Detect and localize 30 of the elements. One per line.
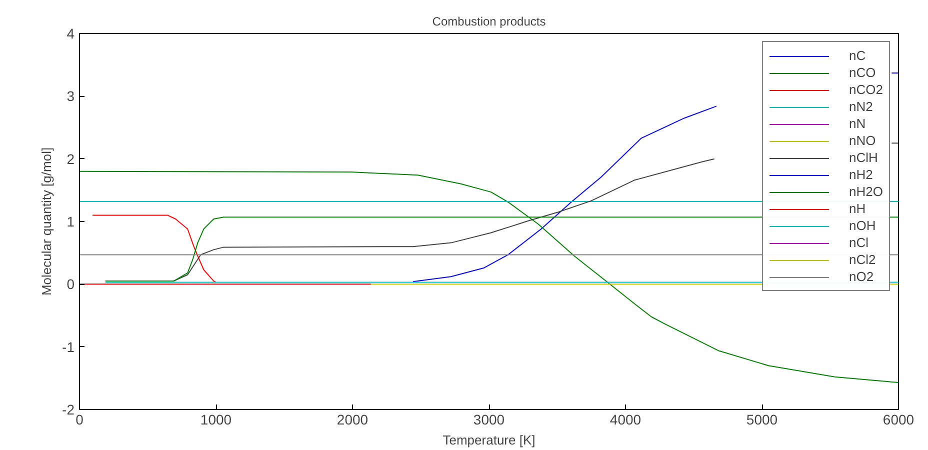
legend-label: nN2 (849, 99, 873, 114)
x-tick-label: 6000 (882, 412, 914, 428)
x-axis-title: Temperature [K] (442, 432, 536, 448)
legend-label: nCO2 (849, 82, 883, 97)
y-tick-label: 0 (66, 276, 75, 292)
legend-label: nClH (849, 150, 878, 165)
y-tick-label: 3 (66, 88, 75, 104)
x-tick-label: 2000 (336, 412, 368, 428)
x-tick-label: 3000 (473, 412, 505, 428)
legend-label: nC (849, 48, 867, 63)
x-tick-label: 5000 (746, 412, 778, 428)
legend-label: nCl2 (849, 252, 876, 267)
y-tick-label: 1 (66, 214, 75, 230)
y-tick-label: 4 (66, 26, 75, 42)
legend-label: nNO (849, 133, 876, 148)
chart-title: Combustion products (432, 14, 546, 28)
legend-label: nOH (849, 218, 876, 233)
y-tick-label: 2 (66, 150, 75, 167)
legend-label: nH (849, 201, 867, 216)
legend-label: nCO (849, 65, 876, 80)
legend-label: nO2 (849, 269, 874, 284)
legend-label: nH2O (849, 184, 883, 199)
y-tick-label: -2 (62, 402, 75, 418)
x-tick-label: 4000 (610, 412, 642, 428)
x-tick-label: 1000 (200, 412, 232, 428)
y-tick-label: -1 (62, 338, 75, 355)
legend-label: nCl (849, 235, 870, 250)
y-axis-title: Molecular quantity [g/mol] (39, 147, 54, 296)
legend-label: nH2 (849, 167, 873, 182)
legend-label: nN (849, 116, 867, 131)
